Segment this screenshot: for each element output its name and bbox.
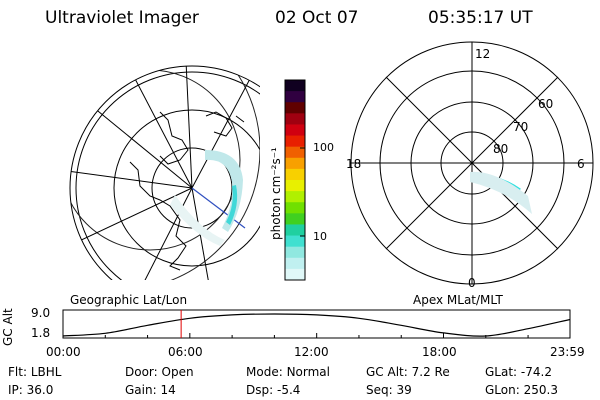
colorbar-cell [285,102,305,114]
mlat-label-60: 60 [538,97,554,111]
colorbar-cell [285,213,305,225]
info-gain: Gain: 14 [125,383,176,397]
time-label: 05:35:17 UT [428,8,533,28]
info-ip-value: 36.0 [26,383,54,397]
left-panel-label: Geographic Lat/Lon [70,293,188,307]
info-glon-value: 250.3 [523,383,558,397]
info-door: Door: Open [125,365,194,379]
polar-axis [385,76,559,250]
info-flt: Flt: LBHL [8,365,62,379]
colorbar-tick-label: 10 [313,230,327,243]
info-glat: GLat: -74.2 [485,365,552,379]
instrument-title: Ultraviolet Imager [45,8,199,28]
mlt-label-18: 18 [346,157,362,171]
altitude-xtick: 00:00 [46,345,81,359]
meridian-line-blue [191,187,246,229]
colorbar-cell [285,91,305,103]
meridian-line [184,66,193,189]
colorbar-cell [285,257,305,270]
lat-circle [75,71,260,280]
colorbar-cell [285,180,305,192]
info-seq-value: 39 [396,383,412,397]
info-gain-value: 14 [160,383,176,397]
mlat-label-70: 70 [513,120,529,134]
altitude-series [62,313,571,337]
colorbar [284,79,306,281]
coastline [119,66,245,271]
info-dsp-value: -5.4 [276,383,301,397]
colorbar-cell [285,113,305,125]
info-gc-alt-value: 7.2 Re [411,365,450,379]
meridian-line [119,66,193,189]
info-gc-alt: GC Alt: 7.2 Re [366,365,450,379]
colorbar-cell [285,135,305,148]
altitude-xtick: 12:00 [294,345,329,359]
colorbar-cell [285,235,305,248]
meridian-line [70,79,193,189]
colorbar-tick-label: 100 [313,141,334,154]
colorbar-cell [285,246,305,259]
mlat-label-80: 80 [493,142,509,156]
info-dsp: Dsp: -5.4 [246,383,301,397]
date-label: 02 Oct 07 [275,8,359,28]
aurora-emission [170,195,225,246]
mlt-label-12: 12 [475,47,491,61]
colorbar-cell [285,191,305,203]
aurora-emission [226,185,238,225]
info-seq: Seq: 39 [366,383,412,397]
meridian-line [191,187,211,280]
info-flt-value: LBHL [30,365,62,379]
info-glon: GLon: 250.3 [485,383,558,397]
altitude-xtick: 23:59 [550,345,585,359]
meridian-line [139,187,193,280]
colorbar-cell [285,268,305,281]
altitude-xtick: 18:00 [422,345,457,359]
mlt-label-0: 0 [468,276,476,290]
right-panel-label: Apex MLat/MLT [413,293,503,307]
aurora-oval [470,171,532,214]
meridian-line [191,66,260,189]
info-ip: IP: 36.0 [8,383,54,397]
altitude-chart [62,309,571,339]
colorbar-cell [285,157,305,170]
altitude-ytick: 9.0 [31,306,51,320]
colorbar-cell [285,224,305,237]
colorbar-cell [285,146,305,159]
info-door-value: Open [161,365,194,379]
map-horizon [69,65,260,280]
aurora-emission [205,150,243,232]
info-mode-value: Normal [286,365,330,379]
colorbar-frame [284,79,306,281]
info-mode: Mode: Normal [246,365,330,379]
colorbar-cell [285,124,305,137]
info-glat-value: -74.2 [520,365,552,379]
colorbar-unit-label: photon cm⁻²s⁻¹ [269,147,283,240]
polar-plot [350,41,594,285]
colorbar-cell [285,168,305,181]
altitude-ytick: 1.8 [31,326,51,340]
altitude-y-label: GC Alt [1,308,15,346]
colorbar-cell [285,202,305,214]
geographic-map [69,65,260,280]
meridian-line [70,169,193,189]
altitude-xtick: 06:00 [168,345,203,359]
mlt-label-6: 6 [577,157,585,171]
lat-circle [113,109,260,267]
colorbar-cell [285,80,305,92]
